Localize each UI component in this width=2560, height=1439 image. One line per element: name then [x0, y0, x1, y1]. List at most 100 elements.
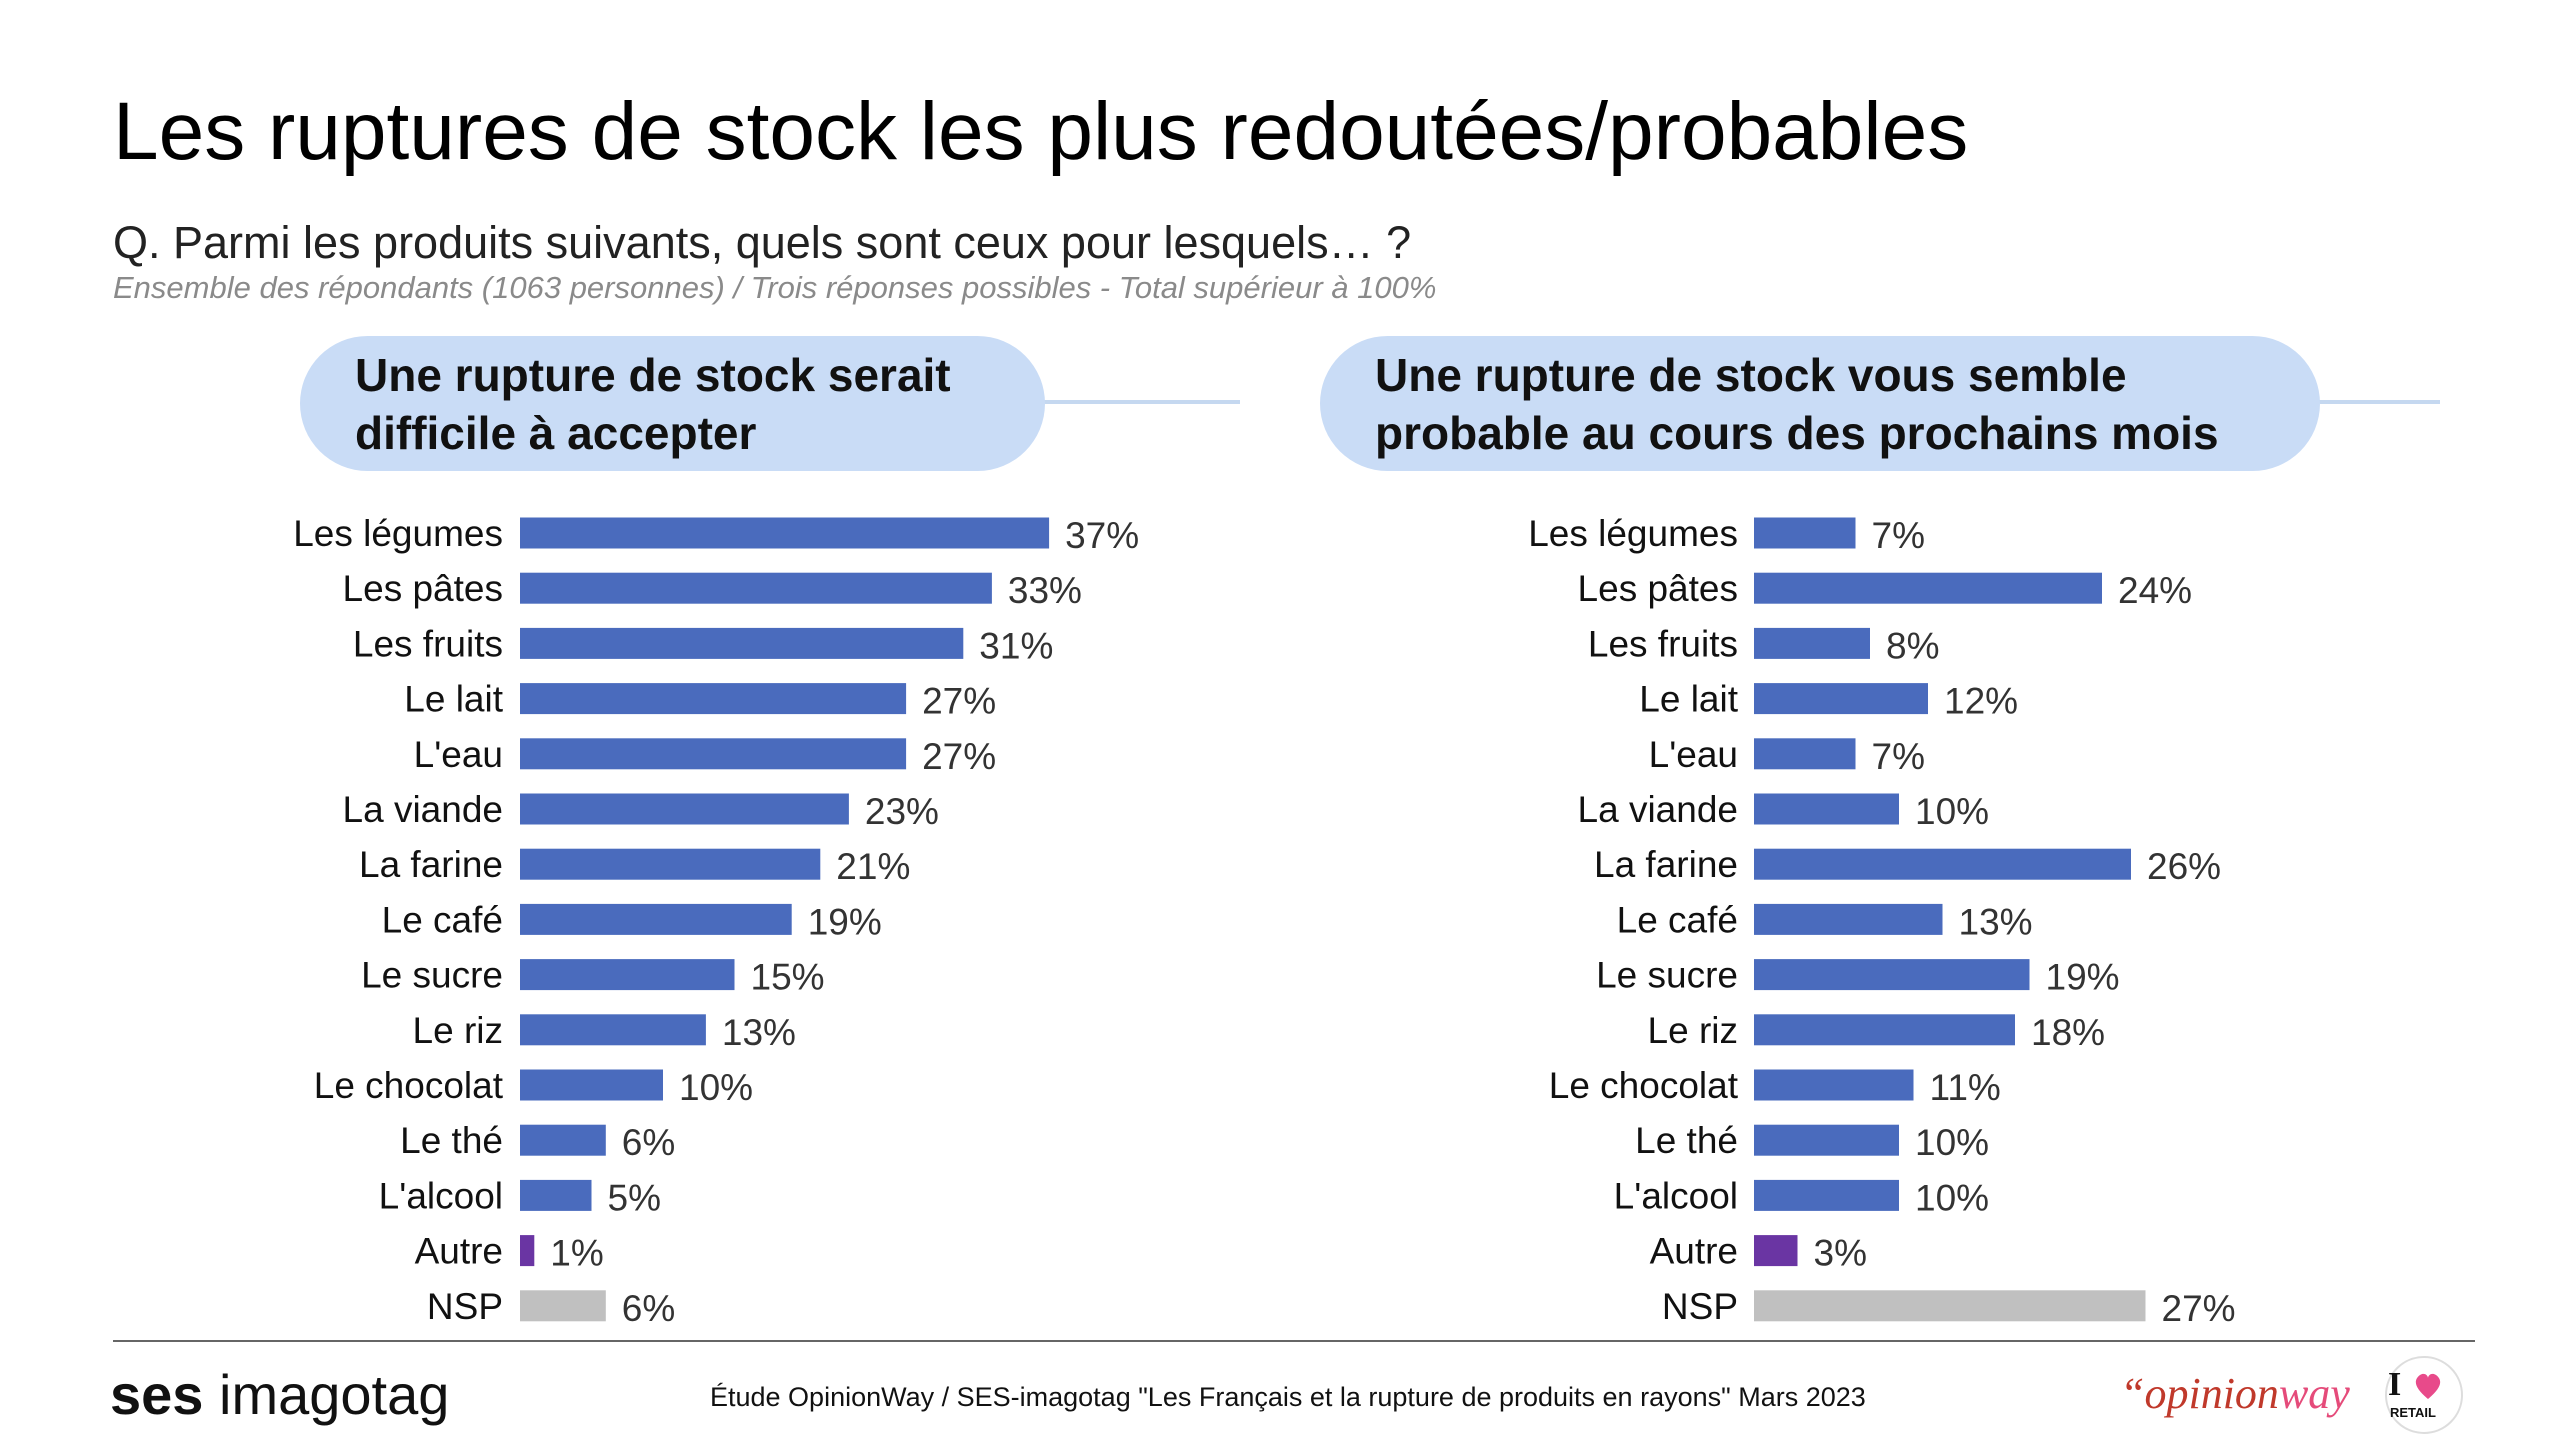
category-label: Le chocolat — [1549, 1065, 1739, 1106]
value-label: 26% — [2147, 846, 2221, 887]
value-label: 10% — [679, 1067, 753, 1108]
panel-left-divider — [1000, 400, 1240, 404]
logo-imagotag-text: imagotag — [219, 1363, 450, 1426]
value-label: 1% — [550, 1233, 603, 1274]
bar — [1754, 1069, 1914, 1101]
survey-question: Q. Parmi les produits suivants, quels so… — [113, 217, 1412, 268]
value-label: 8% — [1886, 625, 1939, 666]
category-label: Les fruits — [1588, 623, 1738, 664]
bar — [1754, 1124, 1899, 1156]
bar — [1754, 1290, 2146, 1322]
value-label: 13% — [722, 1012, 796, 1053]
category-label: L'alcool — [1614, 1175, 1738, 1216]
logo-ses-text: ses — [110, 1363, 204, 1426]
chart-left: Les légumes 37% Les pâtes 33% Les fruits 31% L… — [293, 513, 1139, 1329]
category-label: Les légumes — [293, 513, 503, 554]
value-label: 18% — [2031, 1012, 2105, 1053]
logo-retail-text: RETAIL — [2390, 1405, 2436, 1420]
bar — [1754, 903, 1943, 935]
category-label: Les fruits — [353, 623, 503, 664]
heart-icon — [2415, 1373, 2441, 1399]
category-label: Le café — [382, 899, 503, 940]
value-label: 27% — [922, 681, 996, 722]
bar — [1754, 793, 1899, 825]
category-label: Le lait — [404, 679, 503, 720]
category-label: Le thé — [1635, 1120, 1738, 1161]
bar — [520, 903, 792, 935]
sample-note: Ensemble des répondants (1063 personnes)… — [113, 270, 1437, 305]
value-label: 19% — [2046, 957, 2120, 998]
logo-way-text: way — [2278, 1369, 2350, 1418]
value-label: 19% — [808, 901, 882, 942]
category-label: L'eau — [414, 734, 503, 775]
value-label: 31% — [979, 625, 1053, 666]
bar — [520, 1124, 606, 1156]
bar — [1754, 1179, 1899, 1211]
value-label: 10% — [1915, 791, 1989, 832]
value-label: 23% — [865, 791, 939, 832]
category-label: Le chocolat — [314, 1065, 504, 1106]
panel-right-title: Une rupture de stock vous semble probabl… — [1320, 336, 2320, 471]
bar — [520, 517, 1050, 549]
value-label: 7% — [1872, 736, 1925, 777]
value-label: 24% — [2118, 570, 2192, 611]
value-label: 10% — [1915, 1177, 1989, 1218]
value-label: 21% — [836, 846, 910, 887]
bar — [1754, 627, 1870, 659]
category-label: Le sucre — [361, 955, 503, 996]
page-title: Les ruptures de stock les plus redoutées… — [113, 86, 1969, 177]
category-label: La farine — [359, 844, 503, 885]
panel-left-title: Une rupture de stock serait difficile à … — [300, 336, 1045, 471]
category-label: Les pâtes — [1578, 568, 1738, 609]
bar — [520, 572, 992, 604]
category-label: L'alcool — [379, 1175, 503, 1216]
category-label: La farine — [1594, 844, 1738, 885]
panel-right-title-line1: Une rupture de stock vous semble — [1375, 348, 2127, 401]
value-label: 6% — [622, 1288, 675, 1329]
category-label: Le riz — [1648, 1010, 1738, 1051]
logo-quote-mark: “ — [2120, 1369, 2145, 1418]
value-label: 6% — [622, 1122, 675, 1163]
i-love-retail-logo: I RETAIL — [2385, 1356, 2463, 1434]
bar — [520, 1069, 663, 1101]
footer-divider — [113, 1340, 2475, 1342]
bar — [1754, 738, 1856, 770]
category-label: Le sucre — [1596, 955, 1738, 996]
value-label: 3% — [1814, 1233, 1867, 1274]
bar — [1754, 683, 1928, 715]
value-label: 13% — [1959, 901, 2033, 942]
bar — [520, 1014, 706, 1046]
panel-right-divider — [2280, 400, 2440, 404]
bar — [1754, 959, 2030, 991]
bar — [1754, 848, 2131, 880]
value-label: 12% — [1944, 681, 2018, 722]
bar — [520, 793, 849, 825]
study-source: Étude OpinionWay / SES-imagotag "Les Fra… — [710, 1382, 1866, 1412]
chart-right: Les légumes 7% Les pâtes 24% Les fruits 8% Le … — [1528, 513, 2235, 1329]
value-label: 10% — [1915, 1122, 1989, 1163]
value-label: 7% — [1872, 515, 1925, 556]
category-label: L'eau — [1649, 734, 1738, 775]
bar — [520, 1290, 606, 1322]
category-label: NSP — [427, 1286, 503, 1327]
category-label: Le riz — [413, 1010, 503, 1051]
bar — [520, 1179, 592, 1211]
bar — [1754, 517, 1856, 549]
bar — [1754, 1014, 2015, 1046]
opinionway-logo: “opinionway — [2120, 1366, 2350, 1422]
value-label: 27% — [2162, 1288, 2236, 1329]
category-label: Les pâtes — [343, 568, 503, 609]
value-label: 5% — [608, 1177, 661, 1218]
panel-right-title-line2: probable au cours des prochains mois — [1375, 406, 2219, 459]
bar — [520, 959, 735, 991]
value-label: 33% — [1008, 570, 1082, 611]
category-label: La viande — [343, 789, 503, 830]
value-label: 37% — [1065, 515, 1139, 556]
ses-imagotag-logo: ses imagotag — [110, 1360, 449, 1430]
category-label: Le café — [1617, 899, 1738, 940]
bar — [1754, 1235, 1798, 1267]
bar — [520, 1235, 535, 1267]
svg-text:I: I — [2388, 1366, 2401, 1403]
category-label: La viande — [1578, 789, 1738, 830]
bar — [520, 683, 907, 715]
